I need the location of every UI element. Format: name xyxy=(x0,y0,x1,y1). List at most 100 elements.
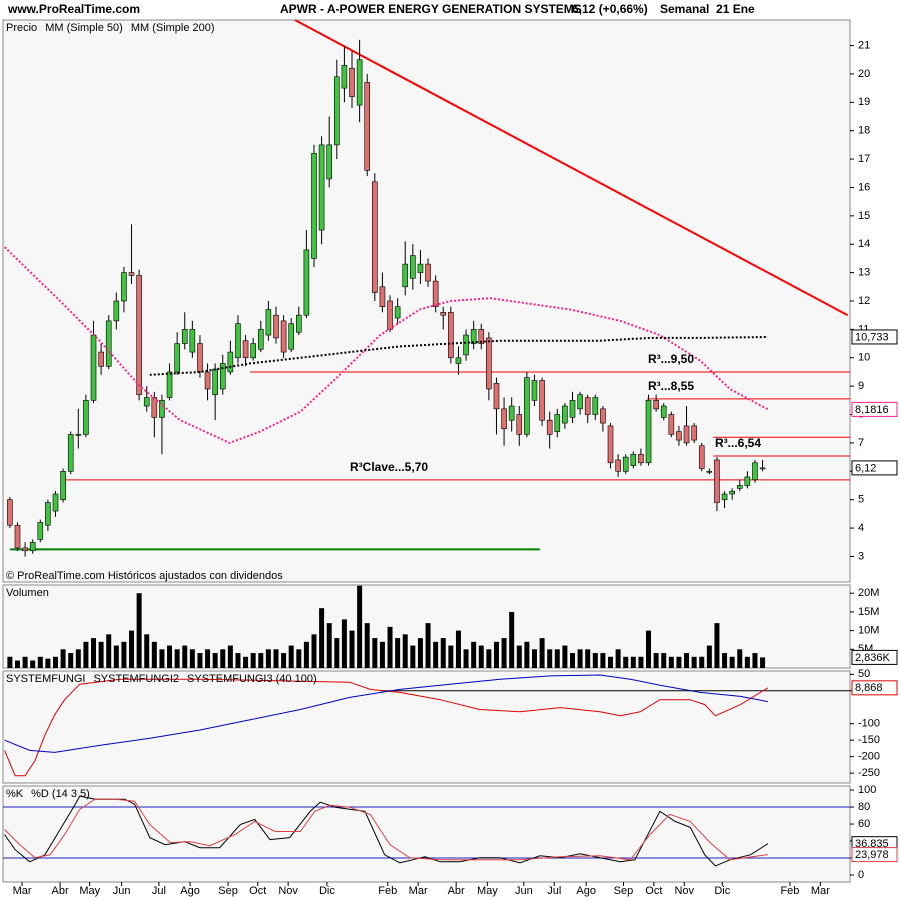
candle-body xyxy=(121,272,127,302)
candle-body xyxy=(60,471,66,500)
y-tick-label: 15 xyxy=(858,210,870,222)
y-tick-label: 50 xyxy=(858,668,870,680)
volume-bar xyxy=(136,593,142,668)
x-tick-label: Feb xyxy=(780,885,799,897)
plot-area xyxy=(7,585,766,668)
candle-body xyxy=(22,547,28,552)
candle-body xyxy=(45,502,51,526)
candle-body xyxy=(706,471,713,473)
x-tick-label: May xyxy=(477,885,498,897)
volume-bar xyxy=(417,638,423,668)
volume-bar xyxy=(722,653,728,668)
y-tick-label: 10 xyxy=(858,352,870,364)
volume-bar xyxy=(281,653,287,668)
indicator-line xyxy=(149,336,768,376)
y-tick-label: -150 xyxy=(858,734,880,746)
candle-body xyxy=(683,425,690,444)
candle-body xyxy=(67,434,74,472)
candle-body xyxy=(660,405,667,418)
candle-body xyxy=(303,249,310,316)
candle-body xyxy=(280,320,287,353)
last-value-box xyxy=(851,460,898,476)
volume-bar xyxy=(14,660,20,668)
candle-body xyxy=(219,363,226,390)
candle-body xyxy=(318,144,325,231)
y-tick-label: 9 xyxy=(858,380,864,392)
indicator-line xyxy=(4,674,768,753)
x-tick-label: Oct xyxy=(645,885,662,897)
last-value-label: 8,1816 xyxy=(855,404,889,416)
last-value-label: 8,868 xyxy=(855,682,883,694)
candle-body xyxy=(52,493,59,512)
legend-entry: %K xyxy=(6,788,24,800)
candle-body xyxy=(364,82,371,171)
volume-bar xyxy=(144,634,150,668)
volume-bar xyxy=(182,645,188,668)
volume-bar xyxy=(402,634,408,668)
title: APWR - A-POWER ENERGY GENERATION SYSTEMS xyxy=(280,2,582,16)
last-value-label: 2,836K xyxy=(855,652,891,664)
legend-entry: MM (Simple 200) xyxy=(131,22,215,34)
candle-body xyxy=(14,524,21,549)
y-tick-label: 21 xyxy=(858,39,870,51)
volume-bar xyxy=(471,641,477,668)
legend-entry: Precio xyxy=(6,22,37,34)
candle-body xyxy=(562,405,568,424)
legend-entry: %D (14 3 5) xyxy=(31,788,90,800)
candle-body xyxy=(379,286,386,307)
volume-bar xyxy=(273,649,279,668)
volume-bar xyxy=(562,645,568,668)
stochastic-panel xyxy=(2,785,851,883)
volume-bar xyxy=(760,657,766,668)
candle-body xyxy=(113,300,120,322)
candle-body xyxy=(577,394,583,410)
volume-bar xyxy=(478,645,484,668)
candle-body xyxy=(417,263,424,273)
x-tick-label: Abr xyxy=(52,885,69,897)
candle-body xyxy=(242,340,249,359)
indicator-line xyxy=(4,798,768,861)
candle-body xyxy=(638,453,644,464)
candle-body xyxy=(83,400,89,435)
panel-title: Volumen xyxy=(6,587,49,599)
volume-bar xyxy=(425,623,431,668)
volume-bar xyxy=(729,656,735,668)
candle-body xyxy=(653,400,659,410)
plot-area xyxy=(3,795,850,867)
legend-entry: SYSTEMFUNGI3 (40 100) xyxy=(187,673,317,685)
candle-body xyxy=(204,371,211,390)
volume-bar xyxy=(106,634,112,668)
candle-body xyxy=(159,400,165,418)
candle-body xyxy=(607,425,614,464)
volume-bar xyxy=(547,649,553,668)
indicator-line xyxy=(3,246,769,444)
volume-bar xyxy=(744,656,750,668)
volume-bar xyxy=(235,653,241,668)
candle-body xyxy=(752,462,758,481)
candle-body xyxy=(546,419,553,435)
candle-body xyxy=(197,343,203,373)
volume-bar xyxy=(455,630,461,668)
candle-body xyxy=(432,280,439,307)
x-tick-label: Jun xyxy=(113,885,131,897)
volume-bar xyxy=(668,656,674,668)
candle-body xyxy=(295,314,302,333)
level-label: R³...9,50 xyxy=(648,352,694,366)
candle-body xyxy=(189,329,196,353)
volume-bar xyxy=(706,645,712,668)
candle-body xyxy=(714,459,720,503)
candle-body xyxy=(691,425,697,441)
y-tick-label: -200 xyxy=(858,751,880,763)
candle-body xyxy=(334,76,340,146)
candle-body xyxy=(356,59,363,106)
y-tick-label: 17 xyxy=(858,153,870,165)
volume-bar xyxy=(174,649,180,668)
x-tick-label: Dic xyxy=(319,885,335,897)
volume-bar xyxy=(53,656,59,668)
volume-bar xyxy=(121,641,127,668)
volume-bar xyxy=(372,638,378,668)
volume-bar xyxy=(357,585,363,668)
volume-bar xyxy=(37,656,43,668)
volume-bar xyxy=(129,630,135,668)
